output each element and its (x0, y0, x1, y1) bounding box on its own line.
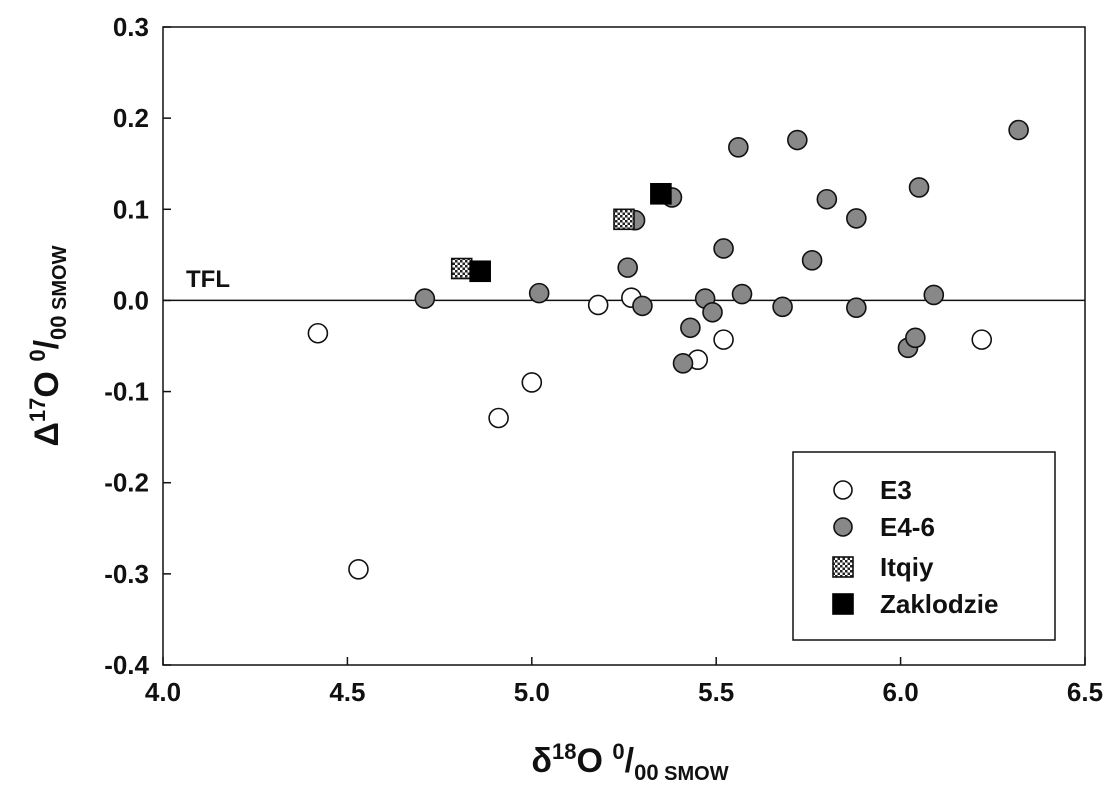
y-axis-title-permil-sup: 0 (25, 349, 50, 361)
y-axis-title-symbol: Δ (28, 422, 66, 446)
point-e4-6 (731, 283, 753, 305)
point-e3 (488, 407, 509, 429)
x-tick-label: 5.0 (514, 677, 550, 707)
y-axis-title: Δ17O 0/00 SMOW (25, 245, 71, 446)
legend-label-e3: E3 (880, 475, 912, 505)
point-e4-6 (713, 238, 734, 259)
legend-label-itqiy: Itqiy (880, 552, 934, 582)
y-axis-title-sup: 17 (25, 398, 50, 422)
data-points (307, 119, 1029, 580)
point-e4-6 (846, 297, 867, 319)
x-axis-title-element: O (577, 742, 613, 780)
y-tick-label: -0.3 (104, 559, 149, 589)
y-tick-label: 0.0 (113, 285, 149, 315)
x-axis-title-unit: SMOW (659, 763, 729, 785)
y-tick-label: 0.1 (113, 194, 149, 224)
point-e3 (348, 558, 369, 580)
x-axis-title-permil-sup: 0 (612, 739, 624, 764)
point-e4-6 (787, 129, 808, 151)
point-e4-6 (905, 327, 926, 349)
point-e4-6 (816, 188, 838, 210)
x-tick-label: 6.0 (883, 677, 919, 707)
x-axis-title-slash: / (625, 742, 635, 780)
x-tick-label: 4.5 (329, 677, 365, 707)
point-e4-6 (908, 177, 930, 198)
legend-label-e4-6: E4-6 (880, 512, 935, 542)
y-tick-label: 0.3 (113, 12, 149, 42)
point-e4-6 (414, 288, 436, 309)
legend-marker-itqiy (832, 556, 854, 578)
point-e4-6 (617, 257, 638, 278)
legend-label-zaklodzie: Zaklodzie (880, 589, 998, 619)
point-e3 (971, 329, 993, 350)
point-e4-6 (680, 317, 701, 339)
legend-marker-e3 (833, 480, 853, 500)
point-e3 (587, 294, 609, 316)
point-e4-6 (923, 284, 945, 306)
y-tick-label: -0.4 (104, 650, 149, 680)
tfl-label: TFL (186, 266, 230, 293)
y-tick-label: 0.2 (113, 103, 149, 133)
point-e3 (307, 322, 329, 344)
x-axis-title-sup: 18 (552, 739, 576, 764)
point-e4-6 (801, 250, 823, 271)
y-axis-title-permil-sub: 00 (46, 315, 71, 339)
axis-ticks: 4.0 4.5 5.0 5.5 6.0 6.5 -0.4 -0.3 -0.2 -0.1 0.0 0.1… (104, 12, 1103, 707)
x-axis-title-permil-sub: 00 (634, 760, 658, 785)
point-e4-6 (1008, 119, 1029, 141)
point-e3 (521, 372, 543, 393)
y-axis-title-element: O (28, 362, 66, 398)
point-e4-6 (772, 296, 793, 318)
point-e3 (713, 329, 734, 350)
y-axis-title-slash: / (28, 339, 66, 349)
y-axis-title-unit: SMOW (49, 245, 71, 315)
point-e4-6 (846, 208, 867, 229)
point-e4-6 (672, 353, 694, 374)
point-zaklodzie (469, 260, 491, 283)
x-axis-title-symbol: δ (531, 742, 552, 780)
x-tick-label: 5.5 (698, 677, 734, 707)
legend-marker-zaklodzie (832, 593, 854, 615)
x-tick-label: 4.0 (145, 677, 181, 707)
x-axis-title: δ18O 0/00 SMOW (531, 739, 728, 785)
point-zaklodzie (650, 182, 672, 205)
y-tick-label: -0.1 (104, 377, 149, 407)
point-e4-6 (528, 282, 550, 304)
point-e4-6 (728, 137, 749, 158)
legend: E3 E4-6 Itqiy Zaklodzie (792, 451, 1056, 641)
point-e4-6 (702, 301, 723, 323)
point-itqiy (613, 208, 635, 231)
legend-marker-e4-6 (833, 517, 853, 537)
point-itqiy (450, 257, 473, 280)
x-tick-label: 6.5 (1067, 677, 1103, 707)
y-tick-label: -0.2 (104, 468, 149, 498)
point-e4-6 (632, 295, 653, 317)
